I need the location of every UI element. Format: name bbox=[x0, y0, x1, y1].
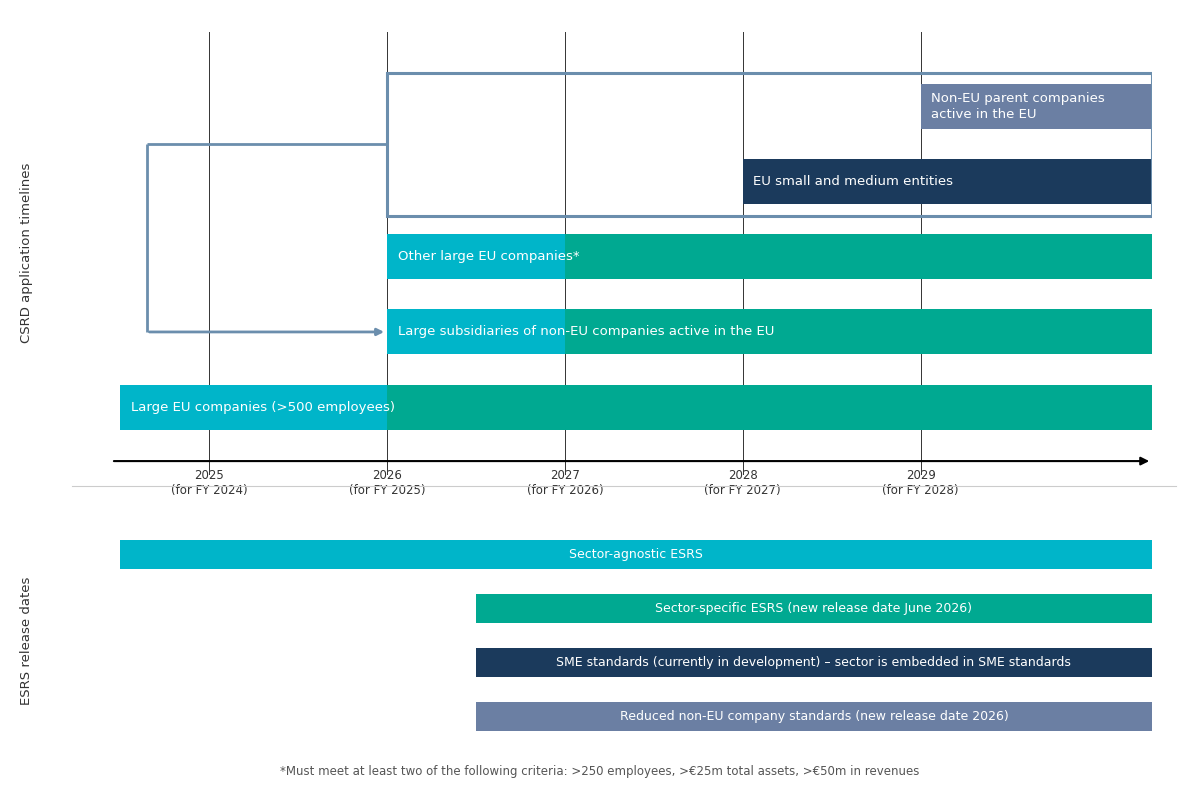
Bar bbox=[565, 234, 1152, 279]
Bar bbox=[386, 234, 565, 279]
Text: Sector-specific ESRS (new release date June 2026): Sector-specific ESRS (new release date J… bbox=[655, 602, 972, 615]
Bar bbox=[386, 384, 1152, 430]
Bar bbox=[476, 648, 1152, 677]
Bar bbox=[476, 593, 1152, 623]
Text: Reduced non-EU company standards (new release date 2026): Reduced non-EU company standards (new re… bbox=[619, 710, 1008, 723]
Bar bbox=[386, 309, 565, 354]
Text: Large subsidiaries of non-EU companies active in the EU: Large subsidiaries of non-EU companies a… bbox=[397, 325, 774, 339]
Text: 2029
(for FY 2028): 2029 (for FY 2028) bbox=[882, 468, 959, 497]
Bar bbox=[565, 309, 1152, 354]
Text: Sector-agnostic ESRS: Sector-agnostic ESRS bbox=[569, 548, 703, 561]
Text: Other large EU companies*: Other large EU companies* bbox=[397, 251, 580, 263]
Text: 2027
(for FY 2026): 2027 (for FY 2026) bbox=[527, 468, 604, 497]
Text: 2026
(for FY 2025): 2026 (for FY 2025) bbox=[349, 468, 425, 497]
Text: ESRS release dates: ESRS release dates bbox=[20, 577, 32, 705]
Bar bbox=[120, 384, 386, 430]
Text: EU small and medium entities: EU small and medium entities bbox=[754, 176, 954, 188]
Text: Non-EU parent companies
active in the EU: Non-EU parent companies active in the EU bbox=[931, 93, 1105, 121]
Text: SME standards (currently in development) – sector is embedded in SME standards: SME standards (currently in development)… bbox=[557, 656, 1072, 669]
Bar bbox=[120, 539, 1152, 570]
Bar bbox=[743, 159, 1152, 204]
Text: *Must meet at least two of the following criteria: >250 employees, >€25m total a: *Must meet at least two of the following… bbox=[281, 766, 919, 778]
Text: CSRD application timelines: CSRD application timelines bbox=[20, 163, 32, 343]
Bar bbox=[386, 73, 1152, 216]
Text: 2025
(for FY 2024): 2025 (for FY 2024) bbox=[170, 468, 247, 497]
Text: Large EU companies (>500 employees): Large EU companies (>500 employees) bbox=[131, 400, 395, 414]
Bar bbox=[476, 702, 1152, 732]
Text: 2028
(for FY 2027): 2028 (for FY 2027) bbox=[704, 468, 781, 497]
Bar bbox=[920, 84, 1152, 129]
